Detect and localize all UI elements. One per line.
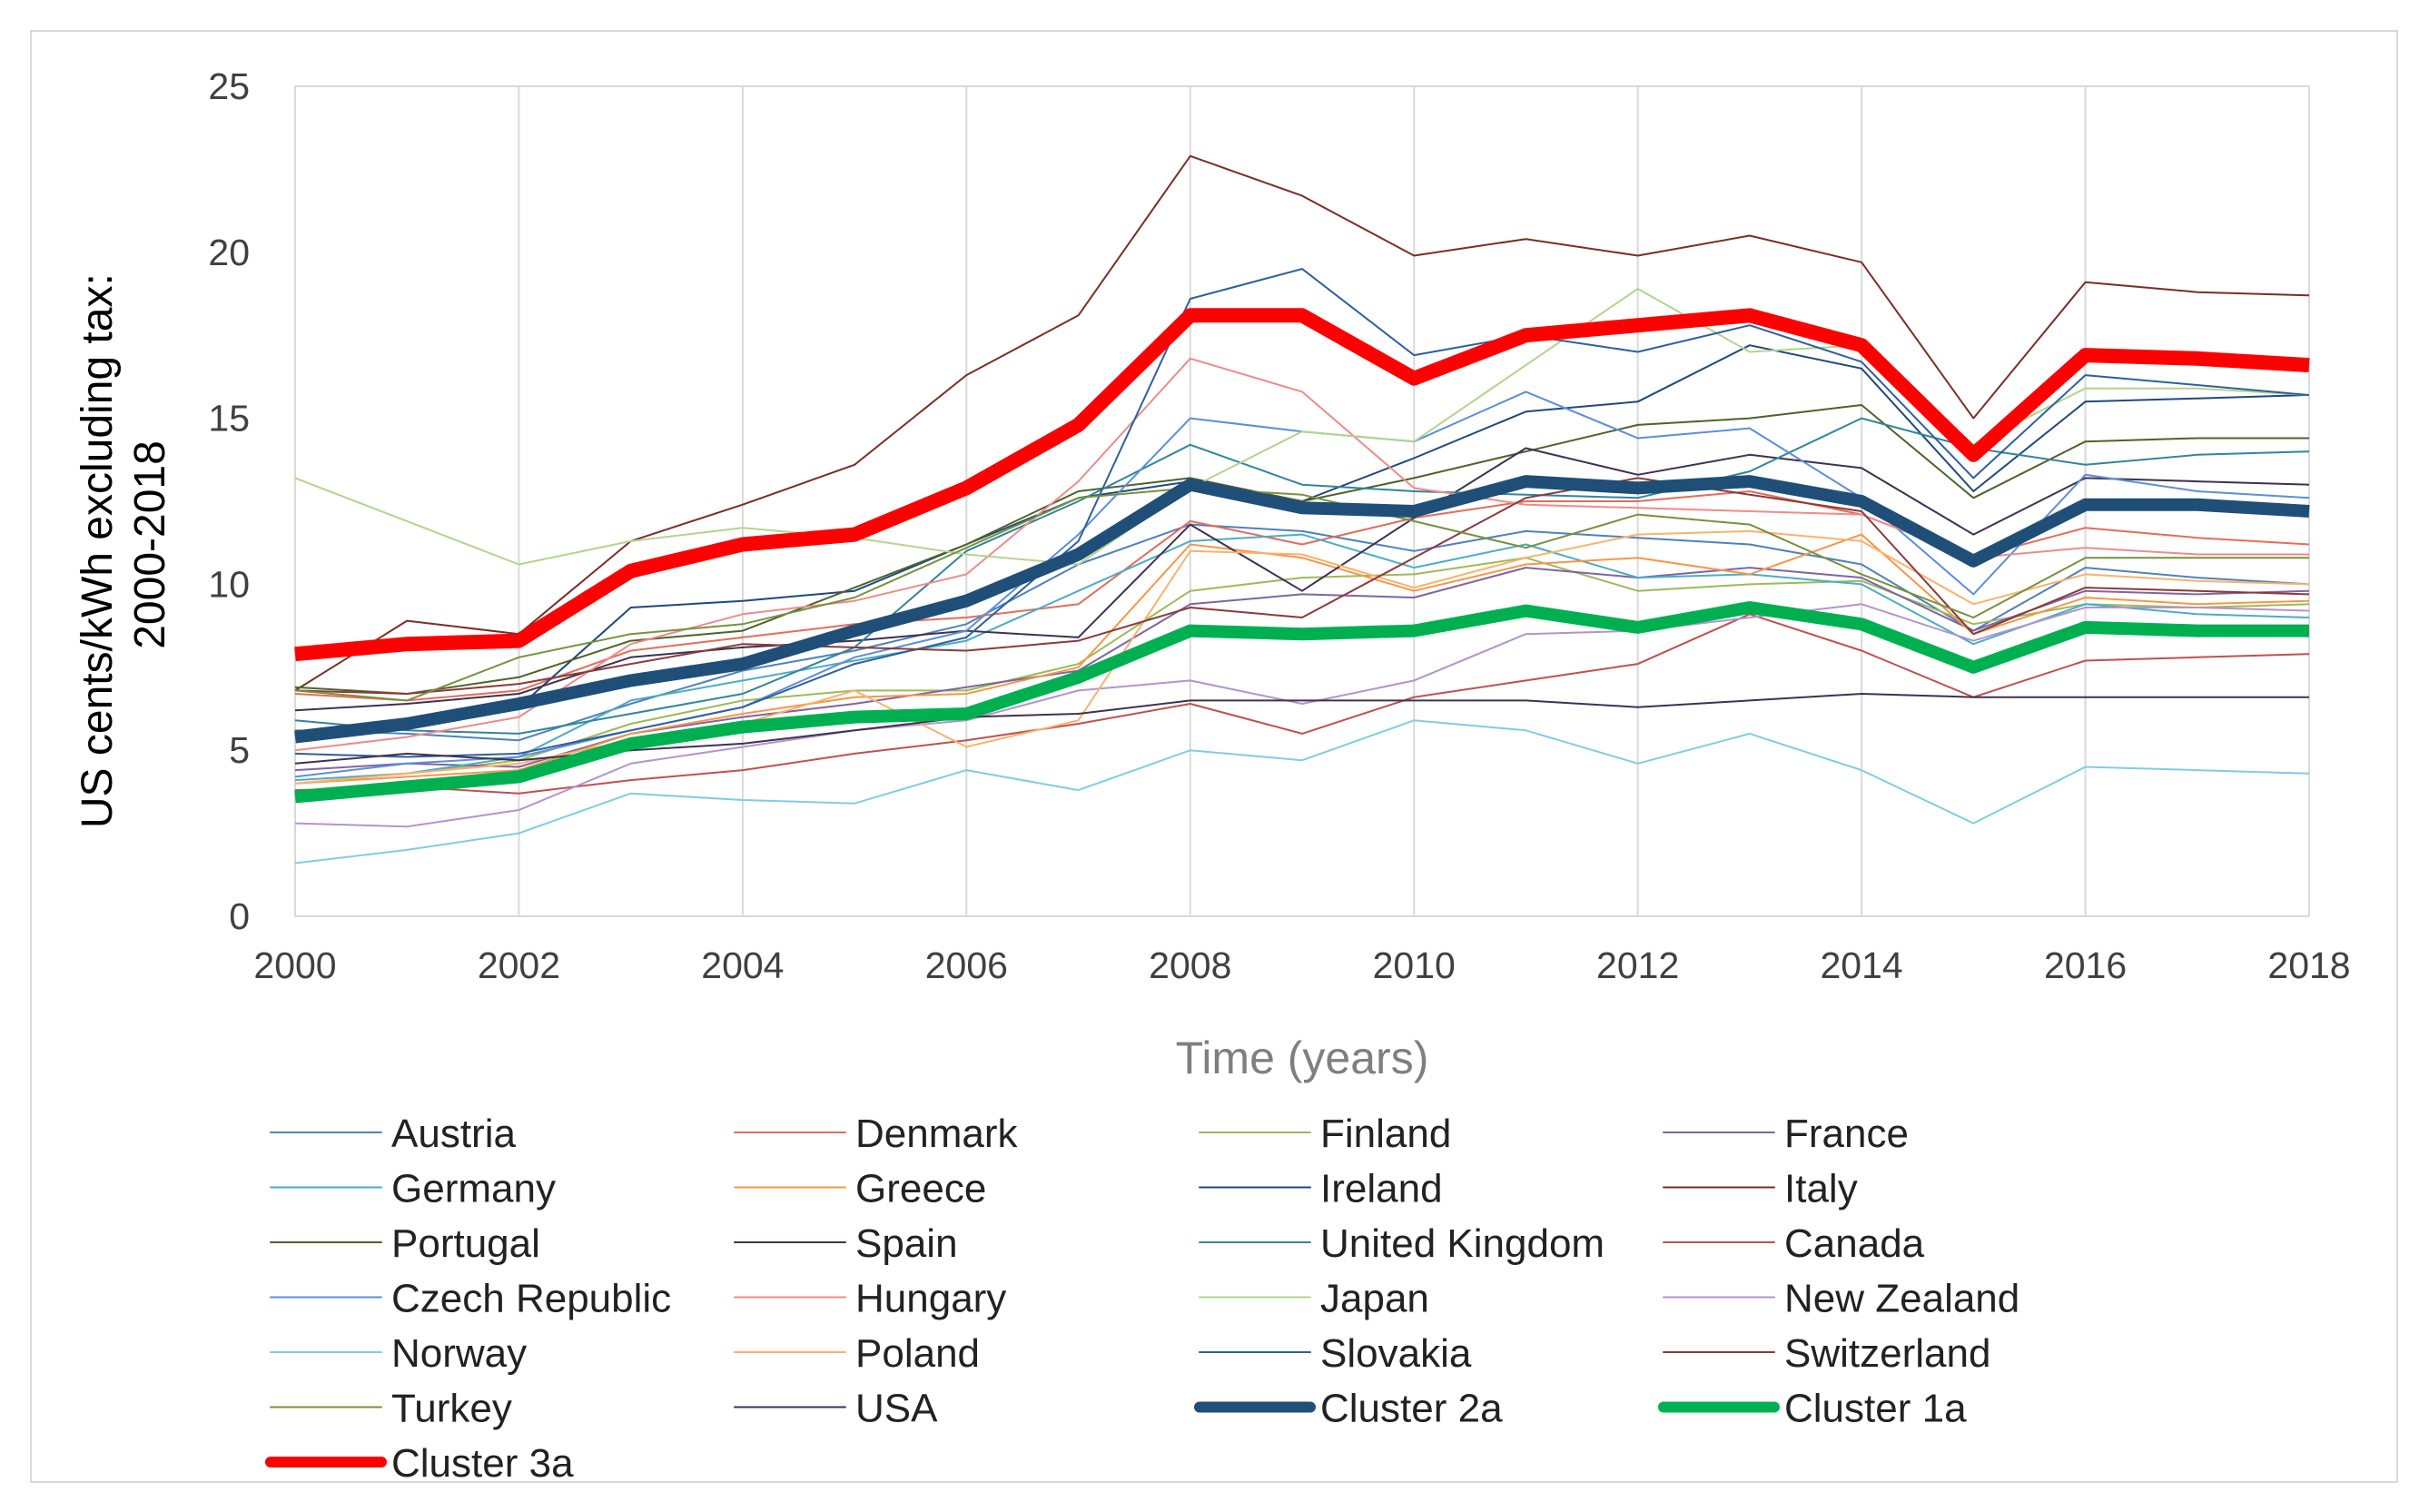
legend-label-ireland: Ireland — [1320, 1167, 1443, 1211]
x-tick-label: 2010 — [1373, 944, 1456, 986]
series-line-cluster-1a — [294, 601, 2309, 804]
y-tick-label: 10 — [208, 563, 250, 605]
legend-label-switzerland: Switzerland — [1784, 1331, 1990, 1376]
y-tick-label: 20 — [208, 232, 250, 273]
legend-label-germany: Germany — [391, 1167, 556, 1211]
legend-label-poland: Poland — [855, 1331, 980, 1376]
x-tick-label: 2002 — [478, 944, 560, 986]
x-tick-label: 2004 — [701, 944, 784, 986]
legend-label-austria: Austria — [391, 1112, 516, 1156]
legend-label-new-zealand: New Zealand — [1784, 1277, 2019, 1321]
legend-label-finland: Finland — [1320, 1112, 1451, 1156]
legend-label-united-kingdom: United Kingdom — [1320, 1221, 1605, 1266]
y-axis-title: US cents/kWh excluding tax: 2000-2018 — [74, 262, 174, 828]
y-axis-ticks: 0 5 10 15 20 25 — [208, 65, 250, 937]
legend-label-czech-republic: Czech Republic — [391, 1277, 671, 1321]
series-line-new-zealand — [294, 603, 2310, 828]
legend-label-denmark: Denmark — [855, 1112, 1018, 1156]
series-line-turkey — [294, 487, 2309, 702]
x-tick-label: 2016 — [2044, 944, 2127, 986]
legend-label-slovakia: Slovakia — [1320, 1331, 1472, 1376]
series-line-cluster-2a — [294, 475, 2310, 744]
legend-label-hungary: Hungary — [855, 1277, 1006, 1321]
x-tick-label: 2000 — [253, 944, 336, 986]
legend-label-italy: Italy — [1784, 1167, 1858, 1211]
series-line-slovakia — [294, 268, 2310, 758]
legend-label-turkey: Turkey — [391, 1387, 512, 1431]
x-axis-ticks: 2000 2002 2004 2006 2008 2010 2012 2014 2016 2018 — [253, 944, 2350, 986]
x-tick-label: 2012 — [1596, 944, 1679, 986]
legend-label-norway: Norway — [391, 1331, 527, 1376]
y-tick-label: 0 — [229, 895, 250, 937]
x-tick-label: 2008 — [1149, 944, 1231, 986]
x-axis-title: Time (years) — [1176, 1033, 1429, 1083]
legend-label-cluster-2a: Cluster 2a — [1320, 1387, 1503, 1431]
legend-label-portugal: Portugal — [391, 1221, 540, 1266]
y-tick-label: 15 — [208, 398, 250, 440]
series-line-portugal — [294, 404, 2309, 695]
legend-label-japan: Japan — [1320, 1277, 1429, 1321]
y-axis-title-line-2: 2000-2018 — [126, 440, 174, 649]
y-axis-title-line-1: US cents/kWh excluding tax: — [74, 273, 122, 828]
series-line-cluster-3a — [294, 308, 2310, 662]
series-line-germany — [294, 533, 2310, 782]
y-tick-label: 5 — [229, 729, 250, 771]
series-lines — [294, 154, 2310, 865]
x-tick-label: 2018 — [2267, 944, 2350, 986]
legend-label-usa: USA — [855, 1387, 938, 1431]
x-tick-label: 2014 — [1821, 944, 1903, 986]
legend-label-france: France — [1784, 1112, 1909, 1156]
legend: Austria Denmark Finland France Germany Greece… — [265, 1112, 2019, 1486]
legend-label-greece: Greece — [855, 1167, 986, 1211]
legend-label-canada: Canada — [1784, 1221, 1925, 1266]
series-line-finland — [294, 557, 2310, 785]
series-line-spain — [294, 447, 2310, 712]
legend-label-cluster-1a: Cluster 1a — [1784, 1387, 1967, 1431]
x-tick-label: 2006 — [925, 944, 1008, 986]
legend-label-spain: Spain — [855, 1221, 958, 1266]
legend-label-cluster-3a: Cluster 3a — [391, 1441, 574, 1486]
y-tick-label: 25 — [208, 65, 250, 107]
series-line-norway — [294, 719, 2310, 865]
series-line-switzerland — [294, 477, 2310, 695]
